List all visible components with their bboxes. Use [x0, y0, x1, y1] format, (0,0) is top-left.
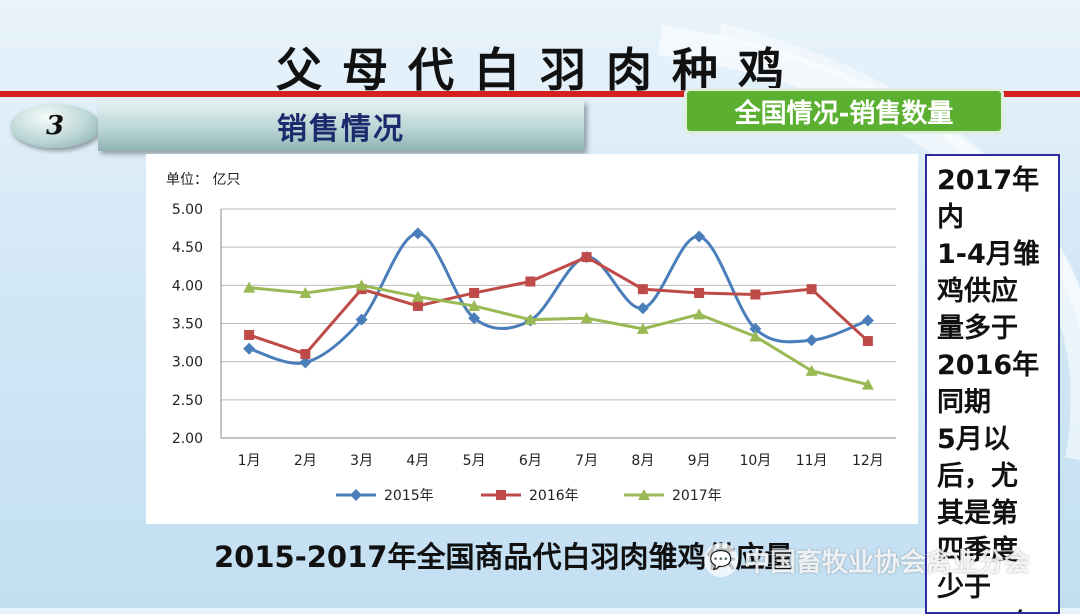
data-point: [412, 300, 423, 311]
data-point: [806, 284, 817, 295]
series-line: [248, 283, 869, 387]
side-note-line: 四季度: [937, 535, 1018, 566]
section-title: 销售情况: [98, 101, 584, 151]
series-line: [248, 231, 869, 365]
side-note-line: 少于: [937, 572, 991, 603]
x-tick-label: 10月: [739, 453, 771, 469]
side-note-line: 其是第: [937, 498, 1018, 529]
side-note-line: 量多于: [937, 313, 1018, 344]
x-tick-label: 1月: [238, 453, 261, 469]
line-chart: 单位： 亿只 5.00 4.50 4.00 3.50 3.00 2.50 2.00 1月 2月…: [166, 172, 896, 504]
data-point: [244, 329, 255, 340]
data-point: [694, 287, 705, 298]
title-divider: [0, 91, 1080, 97]
side-note-line: 2016年: [937, 350, 1040, 381]
x-tick-label: 9月: [688, 453, 711, 469]
data-point: [299, 356, 312, 369]
data-point: [580, 312, 593, 324]
data-point: [243, 281, 256, 293]
legend-label: 2015年: [384, 488, 434, 504]
data-point: [862, 336, 873, 347]
category-tag: 全国情况-销售数量: [684, 88, 1004, 134]
legend-label: 2016年: [529, 488, 579, 504]
x-tick-label: 7月: [575, 453, 598, 469]
data-point: [749, 322, 762, 335]
x-tick-label: 4月: [406, 453, 429, 469]
x-tick-label: 6月: [519, 453, 542, 469]
chart-card: 单位： 亿只 5.00 4.50 4.00 3.50 3.00 2.50 2.00 1月 2月…: [146, 154, 918, 524]
legend-label: 2017年: [672, 488, 722, 504]
data-point: [581, 252, 592, 263]
data-point: [411, 290, 424, 302]
y-tick-label: 2.50: [172, 393, 203, 409]
series-line: [248, 255, 869, 356]
data-point: [469, 287, 480, 298]
data-point: [300, 349, 311, 360]
x-tick-label: 12月: [852, 453, 884, 469]
data-point: [299, 286, 312, 298]
data-point: [524, 313, 537, 325]
unit-label: 单位： 亿只: [166, 172, 240, 188]
y-tick-label: 4.50: [172, 240, 203, 256]
data-point: [355, 279, 368, 291]
y-tick-label: 2.00: [172, 431, 203, 447]
data-point: [411, 227, 424, 240]
data-point: [749, 330, 762, 342]
section-number-badge: 3: [10, 104, 100, 148]
y-axis: 5.00 4.50 4.00 3.50 3.00 2.50 2.00: [172, 202, 222, 447]
side-note-line: 2016年: [937, 606, 1052, 612]
side-note-line: 内: [937, 202, 964, 233]
side-note-line: 同期: [937, 387, 991, 418]
y-tick-label: 3.50: [172, 317, 203, 333]
x-tick-label: 3月: [350, 453, 373, 469]
watermark: 💬 中国畜牧业协会禽业分会: [704, 540, 1030, 580]
side-note-line: 2017年: [937, 165, 1040, 196]
legend: 2015年 2016年 2017年: [336, 488, 722, 504]
y-tick-label: 3.00: [172, 355, 203, 371]
data-point: [861, 378, 874, 390]
data-point: [693, 308, 706, 320]
data-point: [243, 342, 256, 355]
data-point: [525, 276, 536, 287]
data-point: [355, 313, 368, 326]
data-point: [468, 299, 481, 311]
side-note-line: 鸡供应: [937, 276, 1018, 307]
data-point: [636, 302, 649, 315]
side-note-line: 后，尤: [937, 461, 1018, 492]
y-tick-label: 4.00: [172, 278, 203, 294]
chat-icon: 💬: [704, 543, 738, 577]
x-tick-label: 8月: [631, 453, 654, 469]
data-point: [636, 322, 649, 334]
data-point: [805, 364, 818, 376]
data-point: [805, 334, 818, 347]
series-2: [243, 279, 874, 390]
grid-lines: [221, 208, 896, 439]
side-note-line: 5月以: [937, 424, 1010, 455]
legend-marker: [350, 489, 362, 501]
x-tick-label: 2月: [294, 453, 317, 469]
data-point: [750, 289, 761, 300]
chart-caption: 2015-2017年全国商品代白羽肉雏鸡供应量: [214, 540, 794, 574]
series-lines: [243, 227, 874, 390]
data-point: [861, 314, 874, 327]
data-point: [637, 284, 648, 295]
data-point: [693, 230, 706, 243]
x-tick-label: 5月: [463, 453, 486, 469]
watermark-text: 中国畜牧业协会禽业分会: [744, 547, 1031, 578]
x-tick-label: 11月: [796, 453, 828, 469]
x-axis: 1月 2月 3月 4月 5月 6月 7月 8月 9月 10月 11月 12月: [221, 437, 896, 469]
legend-marker: [638, 489, 650, 500]
side-note-box: 2017年内1-4月雏鸡供应量多于2016年同期5月以后，尤其是第四季度少于20…: [925, 154, 1060, 614]
series-0: [243, 227, 874, 369]
y-tick-label: 5.00: [172, 202, 203, 218]
side-note-line: 1-4月雏: [937, 239, 1040, 270]
data-point: [468, 312, 481, 325]
legend-marker: [496, 490, 506, 500]
